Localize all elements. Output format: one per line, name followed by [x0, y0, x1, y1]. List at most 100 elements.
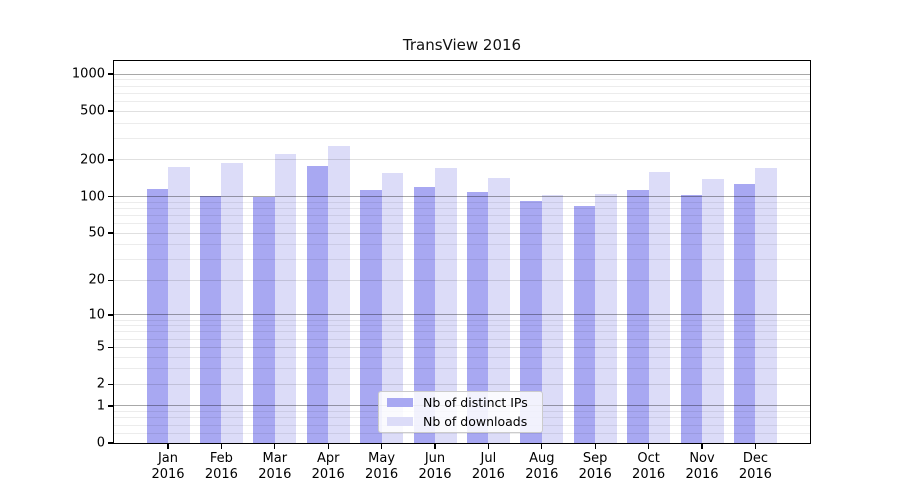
y-gridline-minor [114, 214, 810, 216]
y-gridline-minor [114, 223, 810, 225]
y-gridline-minor [114, 432, 810, 434]
x-tick-year: 2016 [525, 467, 559, 482]
y-tick-mark [107, 442, 114, 444]
x-tick-month: Apr [316, 451, 340, 466]
y-gridline [114, 159, 810, 161]
x-tick-month: Mar [262, 451, 288, 466]
x-tick-year: 2016 [258, 467, 292, 482]
y-tick-label: 5 [96, 339, 105, 355]
distinct-ips-bar-sep [573, 205, 596, 443]
legend-label: Nb of downloads [423, 414, 528, 429]
downloads-bar-aug [541, 194, 564, 443]
legend-item: Nb of downloads [385, 414, 536, 430]
x-tick-mark [594, 443, 596, 449]
x-tick-label: Mar 2016 [245, 451, 305, 483]
y-tick-label: 200 [80, 152, 105, 168]
x-tick-month: Nov [689, 451, 715, 466]
downloads-bar-sep [595, 194, 617, 443]
y-gridline-minor [114, 137, 810, 139]
x-tick-year: 2016 [685, 467, 719, 482]
x-tick-month: Feb [209, 451, 233, 466]
distinct-ips-bar-may [360, 189, 382, 443]
x-tick-label: Sep 2016 [565, 451, 625, 483]
downloads-bar-apr [328, 145, 350, 443]
distinct-ips-bar-nov [680, 195, 702, 443]
x-tick-month: Jul [480, 451, 497, 466]
y-gridline-minor [114, 85, 810, 87]
y-gridline-minor [114, 331, 810, 333]
y-gridline-minor [114, 207, 810, 209]
y-tick-label: 0 [96, 435, 105, 451]
y-gridline-decade [114, 73, 810, 75]
plot-area [114, 61, 810, 443]
y-gridline [114, 346, 810, 348]
distinct-ips-bar-jul [466, 192, 489, 443]
x-tick-label: Oct 2016 [619, 451, 679, 483]
x-tick-month: Jan [157, 451, 179, 466]
downloads-bar-nov [702, 178, 724, 443]
x-tick-mark [327, 443, 329, 449]
x-tick-mark [754, 443, 757, 449]
downloads-bar-jul [488, 177, 510, 443]
downloads-bar-jan [168, 166, 190, 443]
x-tick-month: Jun [424, 451, 446, 466]
distinct-ips-bar-feb [199, 196, 222, 443]
x-tick-mark [434, 443, 436, 449]
x-tick-year: 2016 [365, 467, 399, 482]
x-tick-label: Jan 2016 [138, 451, 198, 483]
y-tick-mark [107, 314, 114, 316]
downloads-bar-jun [435, 167, 457, 443]
x-tick-year: 2016 [418, 467, 452, 482]
y-gridline [114, 383, 810, 385]
x-tick-year: 2016 [311, 467, 345, 482]
legend-item: Nb of distinct IPs [385, 395, 536, 411]
y-gridline-decade [114, 314, 810, 316]
y-tick-label: 20 [88, 272, 105, 288]
y-tick-label: 1 [96, 398, 105, 414]
y-tick-mark [107, 279, 114, 282]
y-tick-label: 100 [80, 189, 105, 205]
x-tick-label: Jul 2016 [458, 451, 518, 483]
y-gridline-minor [114, 319, 810, 321]
x-tick-year: 2016 [204, 467, 238, 482]
x-tick-mark [701, 443, 703, 449]
y-gridline-minor [114, 259, 810, 261]
y-gridline-minor [114, 325, 810, 327]
y-tick-mark [107, 159, 114, 161]
y-gridline-decade [114, 196, 810, 198]
y-gridline-minor [114, 92, 810, 94]
y-tick-label: 2 [96, 376, 105, 392]
x-tick-year: 2016 [632, 467, 666, 482]
x-tick-mark [220, 443, 223, 449]
distinct-ips-bar-mar [253, 196, 275, 443]
x-tick-year: 2016 [578, 467, 612, 482]
x-tick-year: 2016 [738, 467, 772, 482]
chart-title: TransView 2016 [402, 36, 522, 54]
legend-label: Nb of distinct IPs [423, 395, 528, 410]
x-tick-mark [380, 443, 383, 449]
x-tick-mark [487, 443, 490, 449]
distinct-ips-bar-dec [733, 183, 756, 443]
x-tick-year: 2016 [471, 467, 505, 482]
distinct-ips-bar-aug [520, 201, 542, 443]
y-gridline-minor [114, 79, 810, 81]
y-gridline [114, 279, 810, 281]
y-tick-mark [107, 346, 114, 349]
distinct-ips-bar-jan [146, 188, 168, 443]
y-tick-mark [107, 232, 114, 234]
downloads-bar-feb [221, 162, 243, 443]
distinct-ips-bar-oct [627, 189, 649, 443]
x-tick-label: Feb 2016 [191, 451, 251, 483]
downloads-bar-mar [274, 153, 297, 443]
y-gridline-minor [114, 201, 810, 203]
x-tick-label: Aug 2016 [512, 451, 572, 483]
x-tick-mark [167, 443, 169, 449]
x-tick-year: 2016 [151, 467, 185, 482]
x-tick-mark [541, 443, 543, 449]
x-tick-label: Apr 2016 [298, 451, 358, 483]
distinct-ips-bar-apr [306, 166, 329, 443]
x-tick-month: Oct [637, 451, 660, 466]
x-tick-month: May [368, 451, 396, 466]
x-tick-month: Sep [582, 451, 608, 466]
